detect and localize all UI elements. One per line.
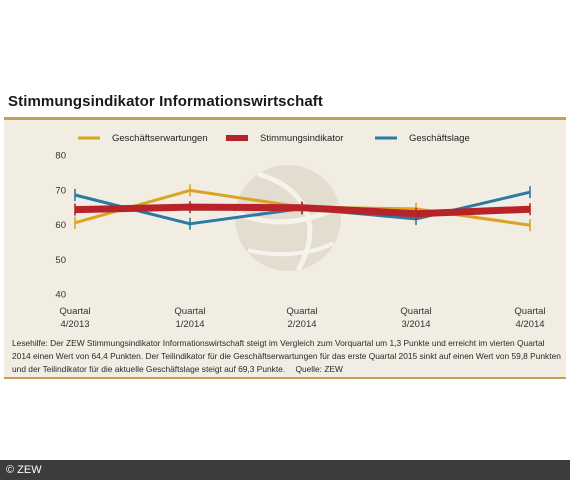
chart-title: Stimmungsindikator Informationswirtschaf… [8,93,323,110]
copyright-text: © ZEW [6,464,42,476]
globe-background-icon [235,165,341,271]
x-tick-label: Quartal [59,306,90,317]
x-tick-label: 4/2014 [515,319,544,330]
x-tick-label: Quartal [400,306,431,317]
x-tick-label: 2/2014 [287,319,316,330]
copyright-bar: © ZEW [0,460,570,480]
title-rule [4,117,566,120]
line-chart: 40 50 60 70 80 Geschäftserwartungen Stimmungsi… [55,133,545,330]
x-tick-label: 4/2013 [60,319,89,330]
source-note: Quelle: ZEW [295,363,343,374]
legend-label: Geschäftslage [409,133,470,144]
legend-label: Stimmungsindikator [260,133,343,144]
x-tick-label: Quartal [514,306,545,317]
y-tick-label: 60 [55,220,66,231]
x-tick-label: Quartal [174,306,205,317]
legend-label: Geschäftserwartungen [112,133,208,144]
panel-bottom-rule [4,377,566,379]
y-tick-label: 50 [55,255,66,266]
x-tick-label: 3/2014 [401,319,430,330]
globe-parallel-lower [247,241,334,257]
y-tick-label: 80 [55,151,66,162]
x-tick-label: 1/2014 [175,319,204,330]
chart-caption: Lesehilfe: Der ZEW Stimmungsindikator In… [12,337,562,375]
y-tick-label: 70 [55,185,66,196]
caption-text: Lesehilfe: Der ZEW Stimmungsindikator In… [12,338,561,374]
y-tick-label: 40 [55,290,66,301]
x-tick-label: Quartal [286,306,317,317]
